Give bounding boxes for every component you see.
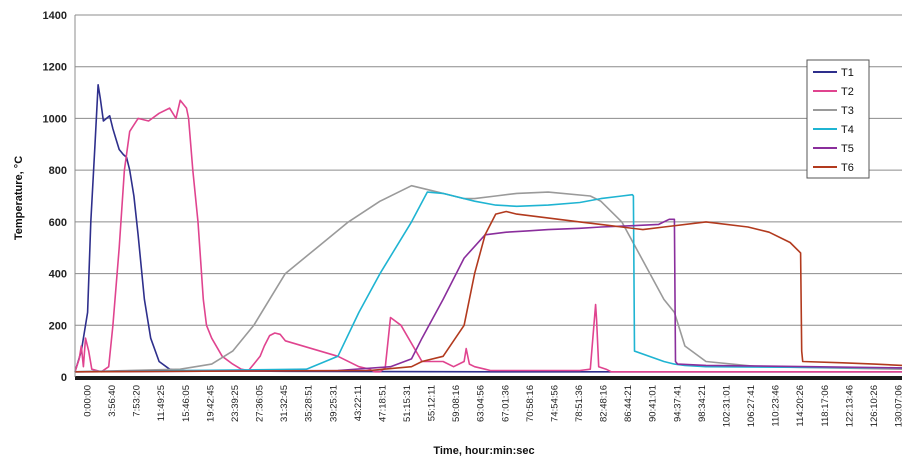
x-tick-label: 110:23:46	[771, 385, 782, 427]
x-tick-label: 3:56:40	[107, 385, 118, 417]
y-tick-labels: 0 200 400 600 800 1000 1200 1400	[43, 10, 67, 384]
series-line-t6	[74, 210, 903, 373]
legend: T1 T2 T3 T4 T5 T6	[806, 59, 870, 179]
y-axis-title: Temperature, °C	[13, 156, 25, 240]
y-tick-label: 600	[49, 217, 67, 229]
x-tick-labels: 0:00:00 3:56:40 7:53:20 11:49:25 15:46:05 19:…	[83, 385, 904, 427]
x-tick-label: 122:13:46	[844, 385, 855, 427]
series-lines	[74, 84, 903, 373]
series-line-t3	[74, 184, 903, 373]
x-tick-label: 70:58:16	[525, 385, 536, 422]
y-tick-label: 1400	[43, 10, 67, 22]
x-tick-label: 55:12:11	[427, 385, 438, 421]
legend-label-t5: T5	[841, 143, 854, 155]
legend-label-t4: T4	[841, 124, 854, 136]
x-tick-label: 27:36:05	[255, 385, 266, 422]
x-tick-label: 130:07:06	[894, 385, 904, 427]
y-tick-label: 200	[49, 320, 67, 332]
x-tick-label: 0:00:00	[83, 385, 94, 417]
x-tick-label: 94:37:41	[672, 385, 683, 422]
x-tick-label: 19:42:45	[205, 385, 216, 422]
x-tick-label: 51:15:31	[402, 385, 413, 422]
series-line-t1	[74, 84, 902, 373]
legend-label-t6: T6	[841, 162, 854, 174]
x-tick-label: 15:46:05	[181, 385, 192, 422]
x-tick-label: 98:34:21	[697, 385, 708, 422]
y-tick-label: 800	[49, 165, 67, 177]
x-tick-label: 31:32:45	[279, 385, 290, 422]
x-tick-label: 106:27:41	[746, 385, 757, 427]
x-tick-label: 11:49:25	[156, 385, 167, 421]
series-line-t2	[74, 99, 902, 373]
y-tick-label: 1000	[43, 113, 67, 125]
y-tick-label: 400	[49, 269, 67, 281]
legend-box	[806, 59, 870, 179]
x-tick-label: 47:18:51	[377, 385, 388, 422]
x-tick-label: 82:48:16	[599, 385, 610, 422]
x-tick-label: 118:17:06	[820, 385, 831, 427]
series-line-t4	[74, 191, 903, 373]
x-tick-label: 126:10:26	[869, 385, 880, 427]
y-tick-label: 1200	[43, 62, 67, 74]
x-tick-label: 23:39:25	[230, 385, 241, 422]
x-tick-label: 90:41:01	[648, 385, 659, 422]
x-tick-label: 35:28:51	[304, 385, 315, 422]
x-tick-label: 43:22:11	[353, 385, 364, 421]
x-tick-label: 7:53:20	[132, 385, 143, 417]
y-tick-label: 0	[61, 372, 67, 384]
x-tick-label: 67:01:36	[500, 385, 511, 422]
x-axis-title: Time, hour:min:sec	[433, 445, 534, 457]
x-tick-label: 86:44:21	[623, 385, 634, 422]
legend-label-t1: T1	[841, 67, 854, 79]
x-tick-label: 78:51:36	[574, 385, 585, 422]
x-tick-label: 114:20:26	[795, 385, 806, 427]
legend-label-t3: T3	[841, 105, 854, 117]
x-tick-label: 39:25:31	[328, 385, 339, 422]
axes	[74, 15, 902, 380]
x-tick-label: 74:54:56	[549, 385, 560, 422]
x-tick-label: 102:31:01	[721, 385, 732, 427]
legend-label-t2: T2	[841, 86, 854, 98]
x-tick-label: 59:08:16	[451, 385, 462, 422]
x-tick-label: 63:04:56	[476, 385, 487, 422]
series-line-t5	[74, 218, 903, 373]
